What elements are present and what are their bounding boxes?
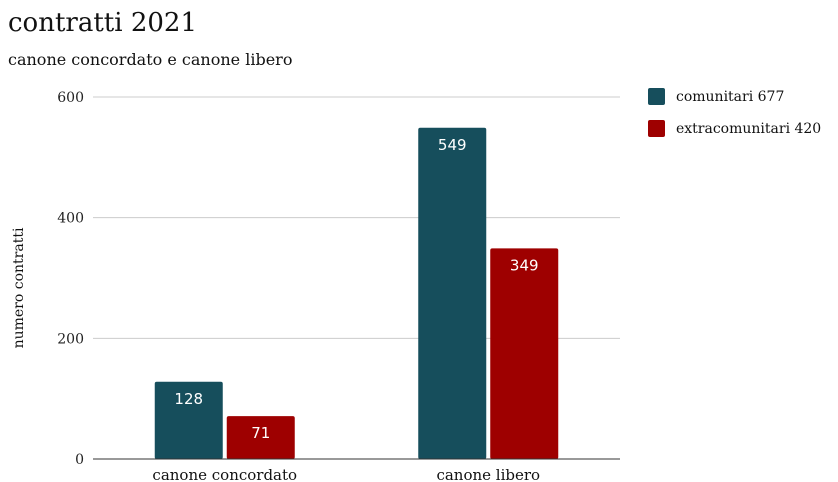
bar-extracomunitari-concordato xyxy=(226,416,295,459)
legend-label: comunitari 677 xyxy=(676,89,784,105)
y-axis-label: numero contratti xyxy=(11,227,27,348)
y-tick-label: 200 xyxy=(57,331,84,347)
legend-swatch xyxy=(648,88,665,105)
legend-swatch xyxy=(648,120,665,137)
chart-subtitle: canone concordato e canone libero xyxy=(8,50,293,69)
legend-label: extracomunitari 420 xyxy=(676,121,821,137)
y-tick-label: 400 xyxy=(57,211,84,227)
bar-comunitari-libero xyxy=(418,127,487,460)
data-label: 349 xyxy=(510,256,539,274)
data-label: 71 xyxy=(251,424,270,442)
chart-title: contratti 2021 xyxy=(8,8,197,38)
bar-comunitari-concordato xyxy=(154,381,223,459)
data-label: 549 xyxy=(438,136,467,154)
x-category-label: canone concordato xyxy=(152,466,297,482)
data-label: 128 xyxy=(174,390,203,408)
y-tick-label: 0 xyxy=(75,452,84,468)
bar-extracomunitari-libero xyxy=(490,248,559,459)
x-category-label: canone libero xyxy=(436,466,540,482)
y-tick-label: 600 xyxy=(57,90,84,106)
